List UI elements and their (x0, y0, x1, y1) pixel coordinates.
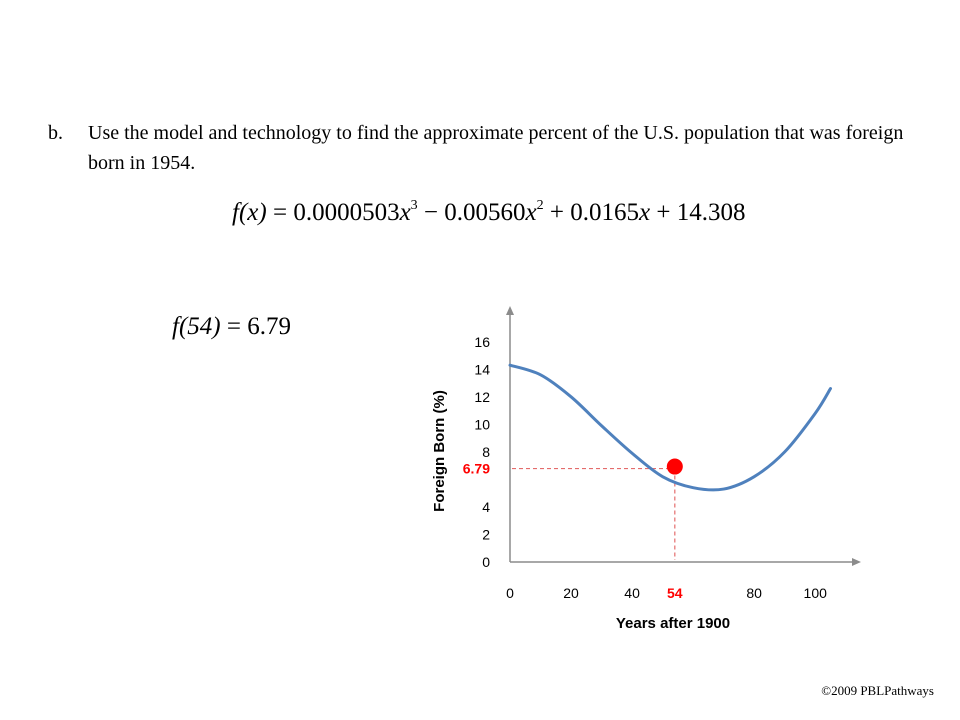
var-linear: x (639, 199, 651, 226)
exp-quadratic: 2 (536, 198, 544, 213)
y-tick-label: 8 (482, 444, 490, 460)
op-minus: − (417, 199, 445, 226)
chart-axes (506, 306, 861, 566)
y-tick-label: 2 (482, 526, 490, 542)
result-equals: = (220, 313, 248, 340)
x-axis-label: Years after 1900 (616, 615, 730, 632)
coef-linear: 0.0165 (570, 199, 639, 226)
y-tick-label: 10 (474, 416, 490, 432)
result-lhs: f(54) (172, 313, 221, 340)
var-quadratic: x (525, 199, 537, 226)
y-tick-label: 14 (474, 361, 490, 377)
var-cubic: x (399, 199, 411, 226)
x-tick-label: 40 (624, 585, 640, 601)
x-axis-arrow (852, 558, 861, 566)
highlight-y-label: 6.79 (463, 461, 490, 477)
chart-series (508, 363, 832, 492)
y-tick-label: 0 (482, 554, 490, 570)
coef-cubic: 0.0000503 (293, 199, 400, 226)
y-axis-label: Foreign Born (%) (431, 390, 448, 512)
highlight-marks: 6.79 54 (463, 458, 683, 601)
constant-term: 14.308 (676, 199, 746, 226)
y-tick-label: 16 (474, 334, 490, 350)
y-tick-label: 12 (474, 389, 490, 405)
highlight-point (666, 458, 683, 475)
x-tick-label: 100 (804, 585, 828, 601)
highlight-x-label: 54 (667, 585, 683, 601)
exp-cubic: 3 (410, 198, 418, 213)
chart-tick-labels: 0 2 4 8 10 12 14 16 0 20 40 80 100 (474, 334, 827, 601)
question-text: Use the model and technology to find the… (88, 122, 904, 174)
coef-quadratic: 0.00560 (444, 199, 526, 226)
copyright-notice: ©2009 PBLPathways (821, 683, 934, 698)
foreign-born-chart: 0 2 4 8 10 12 14 16 0 20 40 80 100 6.79 54 Foreign Bo… (431, 306, 861, 632)
op-plus-2: + (650, 199, 677, 226)
formula-lhs: f(x) (232, 199, 267, 226)
result-value: 6.79 (247, 313, 291, 340)
question-marker: b. (48, 122, 63, 144)
highlight-guides (512, 467, 676, 560)
result-formula: f(54) = 6.79 (172, 313, 291, 341)
x-tick-label: 20 (563, 585, 579, 601)
x-tick-label: 0 (506, 585, 514, 601)
model-formula: f(x) = 0.0000503x3 − 0.00560x2 + 0.0165x… (232, 198, 745, 227)
y-tick-label: 4 (482, 499, 490, 515)
y-axis-arrow (506, 306, 514, 315)
series-line (508, 363, 832, 492)
op-plus-1: + (543, 199, 571, 226)
x-tick-label: 80 (746, 585, 762, 601)
formula-equals: = (266, 199, 294, 226)
